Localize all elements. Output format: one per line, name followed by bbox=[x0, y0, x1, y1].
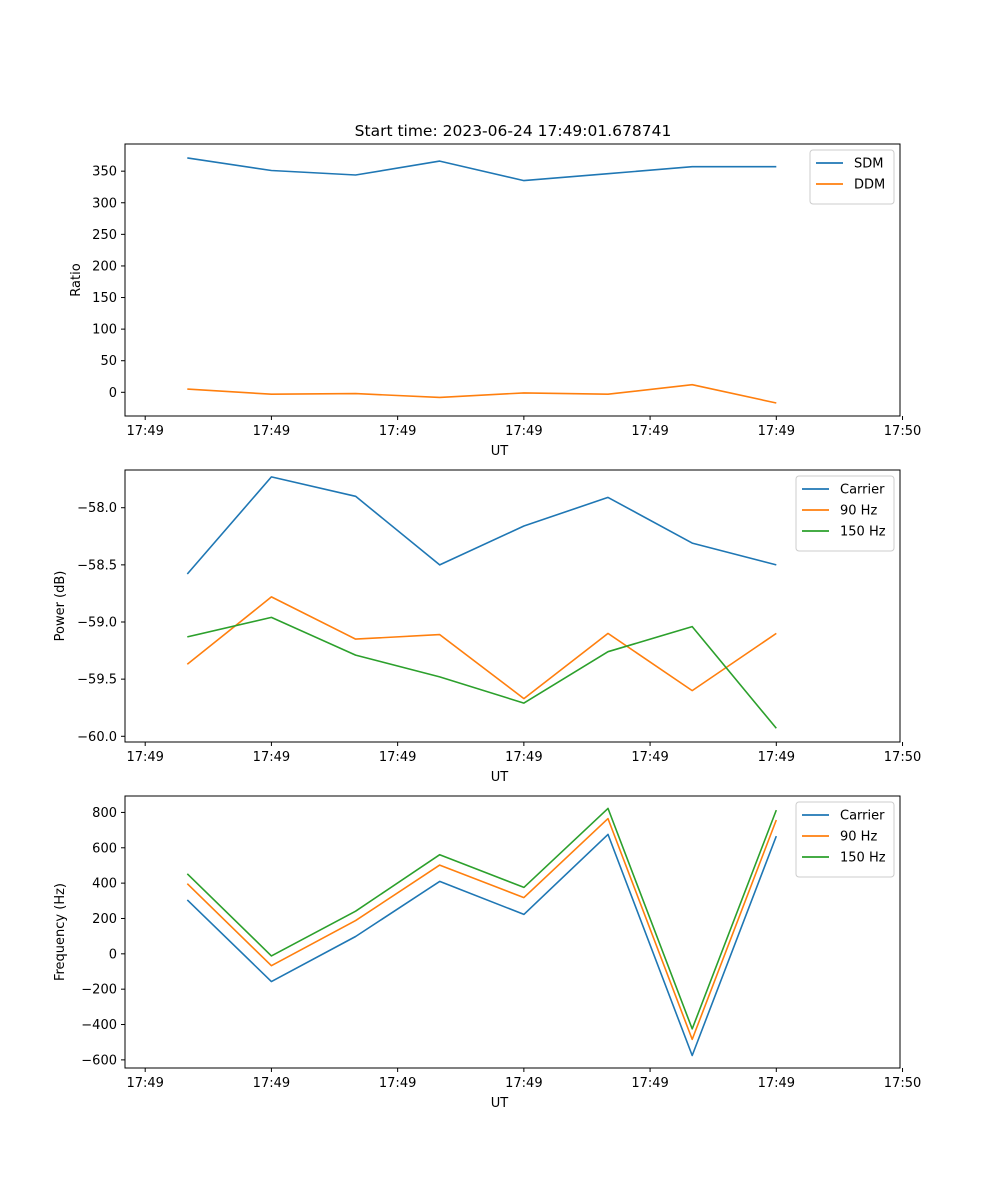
series-line-150-hz bbox=[187, 616, 777, 729]
y-axis-label: Ratio bbox=[69, 263, 84, 296]
y-tick-label: 600 bbox=[92, 841, 117, 856]
x-tick-label: 17:49 bbox=[758, 1076, 795, 1091]
chart-panel-3: 17:49 17:49 17:49 17:49 17:49 17:49 17:50 −600 −… bbox=[53, 795, 921, 1111]
axes-frame bbox=[124, 795, 901, 1069]
x-tick-label: 17:50 bbox=[884, 1076, 921, 1091]
legend-label: 90 Hz bbox=[840, 504, 877, 519]
y-axis-label: Power (dB) bbox=[53, 571, 68, 642]
x-tick-label: 17:50 bbox=[884, 750, 921, 765]
series-line-sdm bbox=[187, 157, 777, 182]
y-tick-label: 100 bbox=[92, 323, 117, 338]
figure-title: Start time: 2023-06-24 17:49:01.678741 bbox=[355, 122, 672, 140]
legend: Carrier 90 Hz 150 Hz bbox=[795, 801, 895, 878]
legend-label: SDM bbox=[854, 157, 883, 172]
x-tick-label: 17:49 bbox=[126, 1076, 163, 1091]
x-tick-label: 17:49 bbox=[126, 424, 163, 439]
y-tick-label: 350 bbox=[92, 165, 117, 180]
legend: SDM DDM bbox=[809, 149, 895, 205]
y-tick-label: −600 bbox=[81, 1053, 117, 1068]
y-tick-label: 200 bbox=[92, 912, 117, 927]
charts-group: 17:49 17:49 17:49 17:49 17:49 17:49 17:50 0 50 10… bbox=[53, 143, 921, 1111]
x-tick-label: 17:49 bbox=[505, 424, 542, 439]
y-tick-label: 250 bbox=[92, 228, 117, 243]
y-tick-label: −58.5 bbox=[77, 558, 117, 573]
series-line-carrier bbox=[186, 476, 777, 575]
y-tick-label: −60.0 bbox=[77, 730, 117, 745]
legend-box bbox=[795, 801, 895, 878]
x-tick-label: 17:49 bbox=[758, 750, 795, 765]
series-line-ddm bbox=[187, 383, 777, 404]
x-tick-label: 17:49 bbox=[631, 424, 668, 439]
x-tick-label: 17:49 bbox=[631, 750, 668, 765]
x-tick-label: 17:49 bbox=[253, 1076, 290, 1091]
series-line-150-hz bbox=[186, 807, 778, 1030]
legend-label: Carrier bbox=[840, 809, 885, 824]
x-axis-label: UT bbox=[491, 1096, 509, 1111]
y-tick-label: 0 bbox=[109, 386, 117, 401]
y-tick-label: 150 bbox=[92, 291, 117, 306]
y-tick-label: −58.0 bbox=[77, 501, 117, 516]
x-tick-label: 17:50 bbox=[884, 424, 921, 439]
x-tick-label: 17:49 bbox=[505, 1076, 542, 1091]
x-axis-label: UT bbox=[491, 444, 509, 459]
legend-label: 90 Hz bbox=[840, 830, 877, 845]
x-tick-label: 17:49 bbox=[631, 1076, 668, 1091]
y-tick-label: −200 bbox=[81, 983, 117, 998]
legend-box bbox=[795, 475, 895, 552]
chart-panel-2: 17:49 17:49 17:49 17:49 17:49 17:49 17:50 −60.0… bbox=[53, 469, 921, 785]
y-axis-label: Frequency (Hz) bbox=[53, 883, 68, 981]
x-tick-label: 17:49 bbox=[379, 750, 416, 765]
y-tick-label: 400 bbox=[92, 877, 117, 892]
y-tick-label: 200 bbox=[92, 259, 117, 274]
chart-panel-1: 17:49 17:49 17:49 17:49 17:49 17:49 17:50 0 50 10… bbox=[69, 143, 921, 459]
series-line-carrier bbox=[186, 833, 778, 1057]
x-tick-label: 17:49 bbox=[758, 424, 795, 439]
y-tick-label: 0 bbox=[109, 947, 117, 962]
legend: Carrier 90 Hz 150 Hz bbox=[795, 475, 895, 552]
x-tick-label: 17:49 bbox=[379, 424, 416, 439]
legend-label: 150 Hz bbox=[840, 525, 886, 540]
x-tick-label: 17:49 bbox=[126, 750, 163, 765]
x-tick-label: 17:49 bbox=[505, 750, 542, 765]
x-tick-label: 17:49 bbox=[253, 750, 290, 765]
x-tick-label: 17:49 bbox=[379, 1076, 416, 1091]
y-tick-label: −59.0 bbox=[77, 616, 117, 631]
axes-frame bbox=[124, 469, 901, 743]
y-tick-label: 50 bbox=[100, 354, 117, 369]
y-tick-label: 300 bbox=[92, 196, 117, 211]
series-line-90-hz bbox=[186, 817, 778, 1041]
x-tick-label: 17:49 bbox=[253, 424, 290, 439]
x-axis-label: UT bbox=[491, 770, 509, 785]
y-tick-label: −59.5 bbox=[77, 673, 117, 688]
legend-label: 150 Hz bbox=[840, 851, 886, 866]
y-tick-label: −400 bbox=[81, 1018, 117, 1033]
legend-label: Carrier bbox=[840, 483, 885, 498]
axes-frame bbox=[124, 143, 901, 417]
legend-label: DDM bbox=[854, 178, 885, 193]
y-tick-label: 800 bbox=[92, 806, 117, 821]
series-line-90-hz bbox=[186, 596, 777, 700]
